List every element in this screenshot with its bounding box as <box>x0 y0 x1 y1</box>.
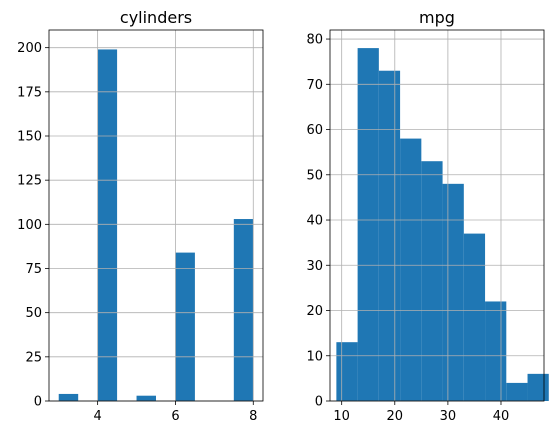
cylinders-panel-title: cylinders <box>120 8 192 27</box>
mpg-bar-5 <box>443 184 464 401</box>
mpg-bar-0 <box>336 342 357 401</box>
cylinders-y-tick-label: 75 <box>25 262 42 277</box>
mpg-y-tick-label: 70 <box>306 78 323 93</box>
mpg-bar-6 <box>464 234 485 401</box>
mpg-y-tick-label: 10 <box>306 349 323 364</box>
cylinders-bar-6 <box>175 253 194 401</box>
mpg-y-tick-label: 0 <box>315 395 323 410</box>
mpg-y-axis: 0 10 20 30 40 50 60 70 80 <box>306 33 330 410</box>
cylinders-x-tick-label: 4 <box>93 409 101 424</box>
cylinders-x-tick-label: 8 <box>249 409 257 424</box>
mpg-x-tick-label: 30 <box>440 409 457 424</box>
cylinders-y-tick-label: 25 <box>25 350 42 365</box>
mpg-panel-title: mpg <box>419 8 455 27</box>
mpg-bar-3 <box>400 139 421 401</box>
cylinders-x-axis: 4 6 8 <box>93 401 257 424</box>
mpg-y-tick-label: 20 <box>306 304 323 319</box>
cylinders-bar-9 <box>234 219 253 401</box>
cylinders-bars <box>59 49 254 401</box>
mpg-y-tick-label: 50 <box>306 168 323 183</box>
cylinders-y-tick-label: 100 <box>17 218 42 233</box>
mpg-bars <box>336 48 548 401</box>
mpg-histogram-panel: 10 20 30 40 0 10 20 30 40 50 60 70 80 mpg <box>306 8 548 424</box>
mpg-bar-9 <box>528 374 549 401</box>
mpg-bar-8 <box>506 383 527 401</box>
cylinders-axes-frame <box>49 30 263 401</box>
cylinders-grid <box>49 30 263 401</box>
cylinders-y-tick-label: 150 <box>17 130 42 145</box>
mpg-x-tick-label: 10 <box>333 409 350 424</box>
mpg-x-axis: 10 20 30 40 <box>333 401 509 424</box>
mpg-y-tick-label: 80 <box>306 33 323 48</box>
cylinders-x-tick-label: 6 <box>171 409 179 424</box>
mpg-y-tick-label: 60 <box>306 123 323 138</box>
cylinders-y-tick-label: 125 <box>17 174 42 189</box>
cylinders-y-axis: 0 25 50 75 100 125 150 175 200 <box>17 41 49 409</box>
cylinders-y-tick-label: 200 <box>17 41 42 56</box>
cylinders-bar-4 <box>137 396 156 401</box>
mpg-x-tick-label: 40 <box>493 409 510 424</box>
mpg-bar-2 <box>379 71 400 401</box>
mpg-x-tick-label: 20 <box>387 409 404 424</box>
mpg-y-tick-label: 30 <box>306 259 323 274</box>
cylinders-histogram-panel: 4 6 8 0 25 50 75 100 125 150 175 200 cylinders <box>17 8 263 424</box>
cylinders-bar-2 <box>98 49 117 401</box>
mpg-y-tick-label: 40 <box>306 214 323 229</box>
cylinders-y-tick-label: 0 <box>34 395 42 410</box>
mpg-bar-1 <box>358 48 379 401</box>
mpg-bar-4 <box>421 161 442 401</box>
cylinders-bar-0 <box>59 394 78 401</box>
cylinders-y-tick-label: 50 <box>25 306 42 321</box>
cylinders-y-tick-label: 175 <box>17 85 42 100</box>
mpg-bar-7 <box>485 301 506 401</box>
